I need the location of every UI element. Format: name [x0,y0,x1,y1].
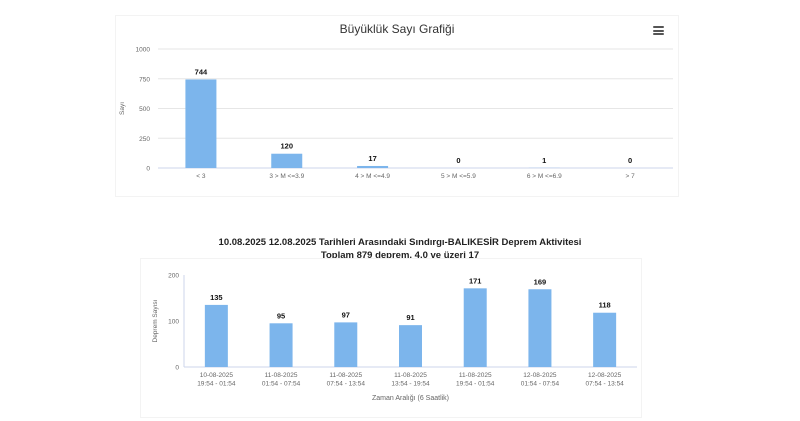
x-tick-label: 12-08-2025 [588,372,622,379]
x-tick-label: < 3 [196,173,206,180]
y-axis-label: Sayı [119,102,126,115]
y-tick-label: 750 [139,76,150,83]
bar [357,165,389,168]
chart-title: Büyüklük Sayı Grafiği [339,22,455,36]
bar [399,325,422,367]
y-tick-label: 0 [146,166,150,173]
data-label: 17 [368,154,376,163]
y-tick-label: 250 [139,136,150,143]
x-tick-label: 12-08-2025 [523,372,557,379]
x-tick-label: 5 > M <=5.9 [441,173,476,180]
x-tick-label: 11-08-2025 [329,372,362,379]
bar [204,304,228,367]
data-label: 97 [342,310,350,319]
x-tick-label: > 7 [625,173,635,180]
y-tick-label: 0 [175,365,179,372]
x-tick-label: 10-08-2025 [200,372,234,379]
x-tick-label: 11-08-2025 [265,372,298,379]
bar [334,322,358,367]
y-tick-label: 1000 [136,47,151,54]
data-label: 118 [599,301,611,310]
bar [269,323,293,367]
data-label: 744 [195,67,208,76]
data-label: 0 [628,156,632,165]
x-tick-label: 01:54 - 07:54 [262,381,301,388]
x-tick-label: 6 > M <=6.9 [527,173,562,180]
data-label: 1 [542,156,546,165]
data-label: 0 [456,156,460,165]
x-tick-label: 4 > M <=4.9 [355,173,390,180]
data-label: 171 [469,276,482,285]
x-axis-label: Zaman Aralığı (6 Saatlik) [372,395,449,402]
chart-title: 10.08.2025 12.08.2025 Tarihleri Arasında… [218,237,582,248]
bar [463,288,487,367]
y-tick-label: 100 [168,319,179,326]
data-label: 169 [534,277,547,286]
data-label: 95 [277,311,285,320]
bar [271,153,303,168]
x-tick-label: 19:54 - 01:54 [456,381,495,388]
y-tick-label: 500 [139,106,150,113]
x-tick-label: 19:54 - 01:54 [197,381,236,388]
x-tick-label: 11-08-2025 [394,372,427,379]
y-tick-label: 200 [168,273,179,280]
y-axis-label: Deprem Sayısı [152,299,159,342]
x-tick-label: 07:54 - 13:54 [585,381,624,388]
x-tick-label: 11-08-2025 [459,372,492,379]
chart-panel-activity: 0 100 200 Deprem Sayısı 135 10-08-2025 19:54 -… [140,258,642,418]
magnitude-bar-chart: 0 250 500 750 1000 Sayı 744 < 3 120 3 > M <=3.9 17… [119,47,673,180]
x-tick-label: 01:54 - 07:54 [521,381,560,388]
data-label: 135 [210,293,223,302]
activity-bar-chart: 0 100 200 Deprem Sayısı 135 10-08-2025 19:54 -… [152,273,637,402]
x-tick-label: 3 > M <=3.9 [269,173,304,180]
chart-panel-magnitude: Büyüklük Sayı Grafiği 0 250 500 750 1000 Sayı… [115,15,679,197]
bar [593,312,617,367]
x-tick-label: 13:54 - 19:54 [391,381,430,388]
data-label: 120 [280,142,293,151]
x-tick-label: 07:54 - 13:54 [327,381,366,388]
bar [185,79,217,168]
bar [528,289,552,367]
hamburger-menu-icon[interactable] [653,26,664,35]
chart-subtitle: Toplam 879 deprem, 4.0 ve üzeri 17 [320,250,480,261]
data-label: 91 [406,313,414,322]
